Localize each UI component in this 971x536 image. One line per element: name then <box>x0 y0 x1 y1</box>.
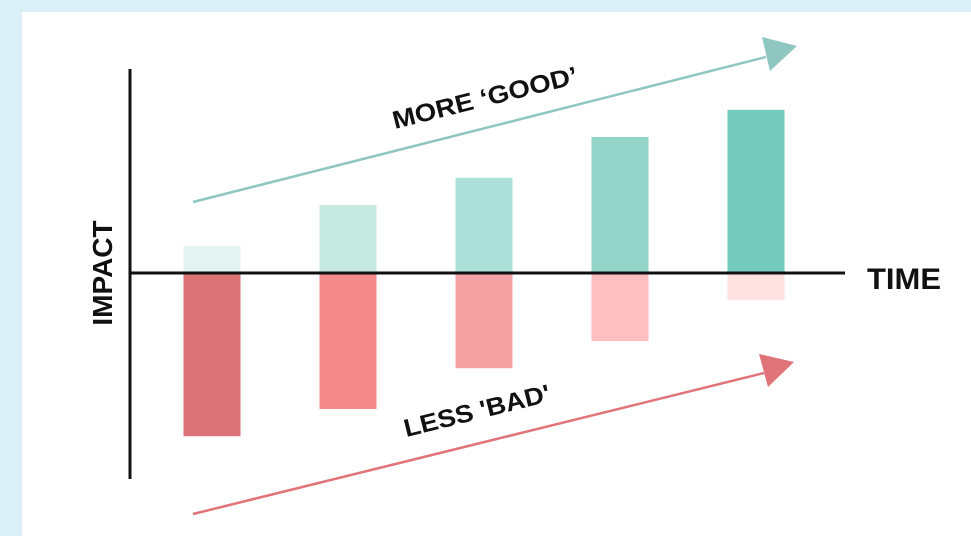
bars-layer <box>183 109 785 437</box>
negative-bar-4 <box>591 273 649 341</box>
bad-trend-arrowhead <box>759 354 794 387</box>
negative-bar-5 <box>727 273 785 301</box>
negative-bar-2 <box>319 273 377 409</box>
y-axis-label: IMPACT <box>87 220 118 325</box>
good-trend-arrowhead <box>762 37 797 71</box>
chart-frame: TIME IMPACT MORE ‘GOOD’ LESS 'BAD' <box>22 12 971 536</box>
bad-trend-line <box>192 371 765 516</box>
positive-bar-1 <box>183 245 241 273</box>
bad-trend-label: LESS 'BAD' <box>401 380 553 443</box>
good-trend-line <box>192 55 767 204</box>
impact-over-time-chart: TIME IMPACT MORE ‘GOOD’ LESS 'BAD' <box>87 37 941 516</box>
good-trend-arrow: MORE ‘GOOD’ <box>192 37 797 204</box>
positive-bar-2 <box>319 205 377 273</box>
positive-bar-3 <box>455 177 513 273</box>
bad-trend-arrow: LESS 'BAD' <box>192 354 794 516</box>
x-axis-label: TIME <box>867 263 941 296</box>
negative-bar-1 <box>183 273 241 437</box>
positive-bar-4 <box>591 137 649 273</box>
good-trend-label: MORE ‘GOOD’ <box>389 62 580 135</box>
positive-bar-5 <box>727 109 785 273</box>
negative-bar-3 <box>455 273 513 369</box>
